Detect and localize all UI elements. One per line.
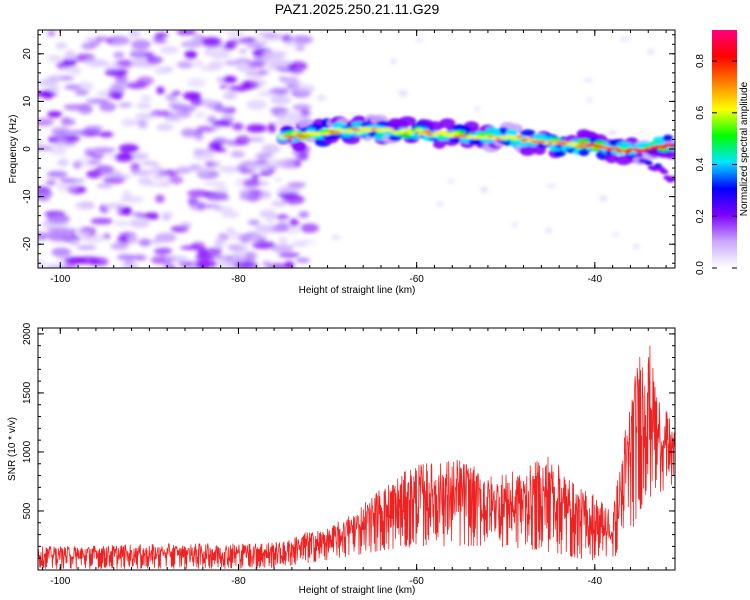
spectrogram-y-label: Frequency (Hz) bbox=[8, 115, 19, 184]
colorbar-tick-label: 0.2 bbox=[695, 209, 706, 223]
y-tick-label: -20 bbox=[22, 237, 33, 252]
noise-blobs bbox=[38, 30, 654, 268]
snr-y-label: SNR (10 * v/v) bbox=[7, 417, 18, 481]
snr-y-axis: 500 1000 1500 2000 bbox=[22, 322, 675, 571]
colorbar-tick-label: 0.6 bbox=[695, 105, 706, 119]
spectrogram-y-axis: -20 -10 0 10 20 bbox=[22, 34, 675, 264]
y-tick-label: 1500 bbox=[22, 381, 33, 404]
snr-x-label: Height of straight line (km) bbox=[299, 585, 416, 596]
y-tick-label: 20 bbox=[22, 48, 33, 60]
colorbar: 0.0 0.2 0.4 0.6 0.8 Normalized spectral ampl… bbox=[695, 30, 750, 275]
snr-panel: -100 -80 -60 -40 500 1000 1500 2000 Height of … bbox=[7, 322, 676, 596]
snr-x-axis: -100 -80 -60 -40 bbox=[41, 328, 667, 587]
figure-title: PAZ1.2025.250.21.11.G29 bbox=[275, 1, 440, 17]
spectrogram-x-axis: -100 -80 -60 -40 bbox=[41, 30, 667, 285]
ridge-blobs bbox=[276, 114, 675, 183]
colorbar-tick-label: 0.4 bbox=[695, 157, 706, 171]
x-tick-label: -100 bbox=[50, 576, 70, 587]
colorbar-gradient bbox=[712, 30, 737, 268]
y-tick-label: 2000 bbox=[22, 322, 33, 345]
x-tick-label: -40 bbox=[588, 576, 603, 587]
x-tick-label: -80 bbox=[231, 274, 246, 285]
x-tick-label: -40 bbox=[588, 274, 603, 285]
y-tick-label: 10 bbox=[22, 95, 33, 107]
snr-series-line bbox=[38, 345, 675, 569]
colorbar-tick-label: 0.8 bbox=[695, 54, 706, 68]
y-tick-label: 0 bbox=[22, 146, 33, 152]
x-tick-label: -100 bbox=[50, 274, 70, 285]
y-tick-label: -10 bbox=[22, 189, 33, 204]
x-tick-label: -80 bbox=[231, 576, 246, 587]
colorbar-tick-label: 0.0 bbox=[695, 261, 706, 275]
heatmap-blobs bbox=[38, 30, 675, 268]
x-tick-label: -60 bbox=[409, 274, 424, 285]
colorbar-ticks: 0.0 0.2 0.4 0.6 0.8 bbox=[695, 54, 737, 275]
y-tick-label: 1000 bbox=[22, 440, 33, 463]
spectrogram-x-label: Height of straight line (km) bbox=[299, 285, 416, 296]
y-tick-label: 500 bbox=[22, 502, 33, 519]
colorbar-label: Normalized spectral amplitude bbox=[739, 81, 750, 216]
x-tick-label: -60 bbox=[409, 576, 424, 587]
snr-frame bbox=[37, 327, 676, 571]
